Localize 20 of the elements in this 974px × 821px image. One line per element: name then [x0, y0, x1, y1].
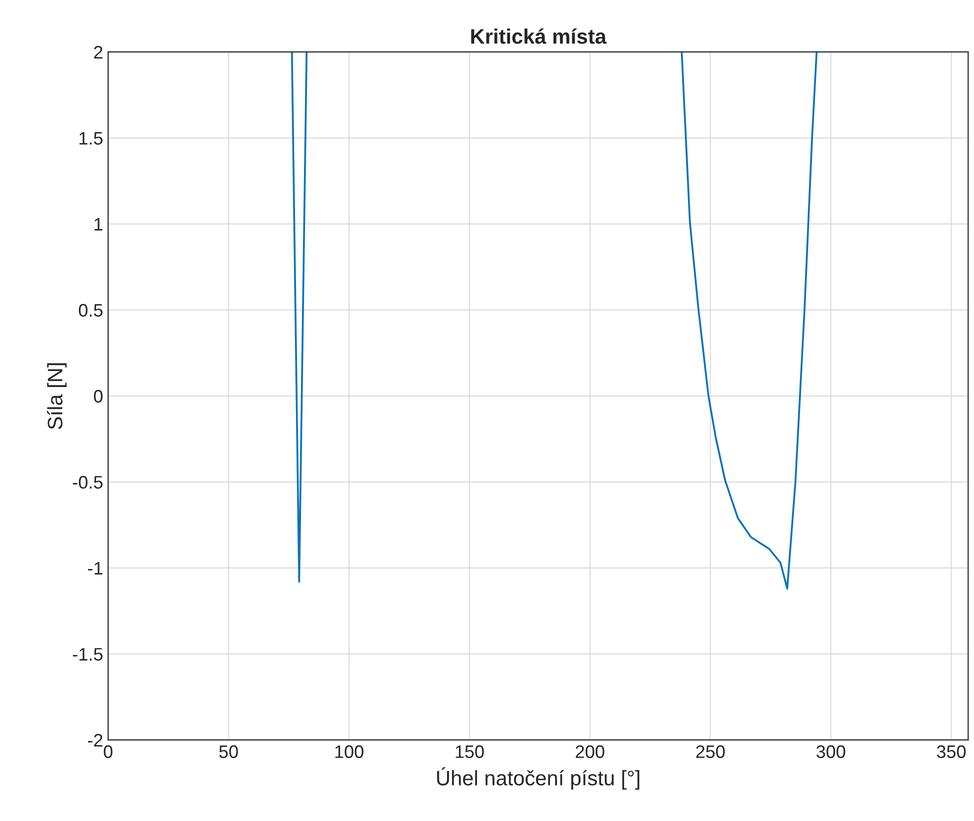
- x-axis-title: Úhel natočení pístu [°]: [437, 767, 640, 790]
- x-tick-label: 350: [936, 745, 966, 758]
- y-tick-label: 0.5: [78, 304, 102, 317]
- x-tick-label: 50: [219, 745, 238, 758]
- y-tick-label: -1: [88, 562, 102, 575]
- chart-title: Kritická místa: [471, 28, 607, 44]
- y-tick-label: 2: [94, 46, 102, 59]
- x-tick-label: 250: [696, 745, 725, 758]
- y-tick-label: -0.5: [72, 476, 102, 489]
- y-tick-label: -2: [88, 734, 102, 747]
- x-tick-label: 0: [104, 745, 112, 758]
- y-tick-label: 0: [94, 390, 103, 403]
- y-tick-label: 1.5: [80, 132, 102, 145]
- y-axis-title: Síla [N]: [46, 363, 67, 430]
- x-tick-label: 300: [816, 745, 846, 758]
- x-tick-label: 100: [335, 745, 364, 758]
- y-tick-label: 1: [94, 218, 102, 231]
- x-tick-label: 150: [456, 745, 484, 758]
- y-tick-label: -1.5: [72, 648, 102, 661]
- x-tick-label: 200: [576, 745, 604, 758]
